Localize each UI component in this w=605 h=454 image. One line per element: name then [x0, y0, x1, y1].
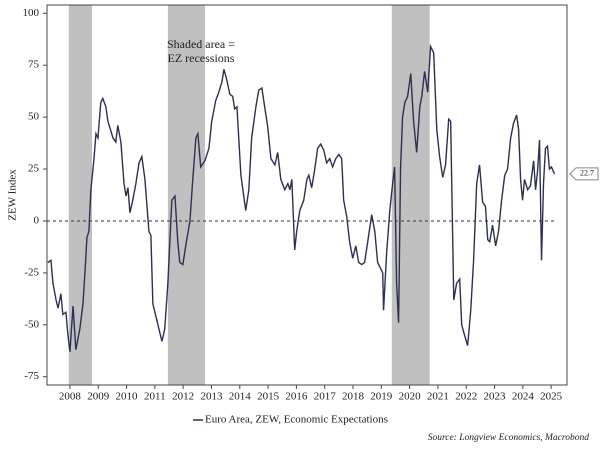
x-tick-label: 2013 [200, 391, 223, 403]
x-tick-label: 2014 [229, 391, 252, 403]
x-tick-label: 2015 [257, 391, 280, 403]
recession-note: EZ recessions [168, 51, 235, 65]
x-tick-label: 2020 [399, 391, 422, 403]
recession-shade [167, 5, 205, 385]
y-tick-label: -50 [24, 318, 39, 330]
y-tick-label: 25 [28, 163, 40, 175]
current-value-box [569, 167, 599, 181]
y-tick-label: -75 [24, 370, 39, 382]
x-tick-label: 2022 [455, 391, 477, 403]
x-tick-label: 2021 [427, 391, 449, 403]
x-tick-label: 2009 [87, 391, 110, 403]
x-tick-label: 2017 [314, 391, 337, 403]
recession-shade [391, 5, 430, 385]
current-value-label: 22.7 [580, 169, 594, 178]
x-tick-label: 2008 [59, 391, 82, 403]
y-tick-label: 75 [28, 59, 40, 71]
x-tick-label: 2024 [512, 391, 535, 403]
y-axis-label: ZEW Index [7, 169, 19, 221]
recession-note: Shaded area = [167, 37, 235, 51]
x-tick-label: 2025 [540, 391, 563, 403]
x-tick-label: 2012 [172, 391, 194, 403]
x-tick-label: 2010 [116, 391, 139, 403]
x-tick-label: 2019 [370, 391, 393, 403]
recession-shade [68, 5, 93, 385]
plot-frame [46, 4, 568, 386]
x-tick-label: 2016 [285, 391, 308, 403]
source: Source: Longview Economics, Macrobond [428, 433, 590, 443]
y-tick-label: 50 [28, 111, 40, 123]
series-line [47, 43, 556, 352]
y-tick-label: -25 [24, 266, 39, 278]
y-tick-label: 100 [23, 7, 40, 19]
x-tick-label: 2011 [144, 391, 166, 403]
y-tick-label: 0 [34, 214, 40, 226]
x-tick-label: 2023 [484, 391, 507, 403]
x-tick-label: 2018 [342, 391, 365, 403]
legend-label: Euro Area, ZEW, Economic Expectations [205, 414, 388, 426]
